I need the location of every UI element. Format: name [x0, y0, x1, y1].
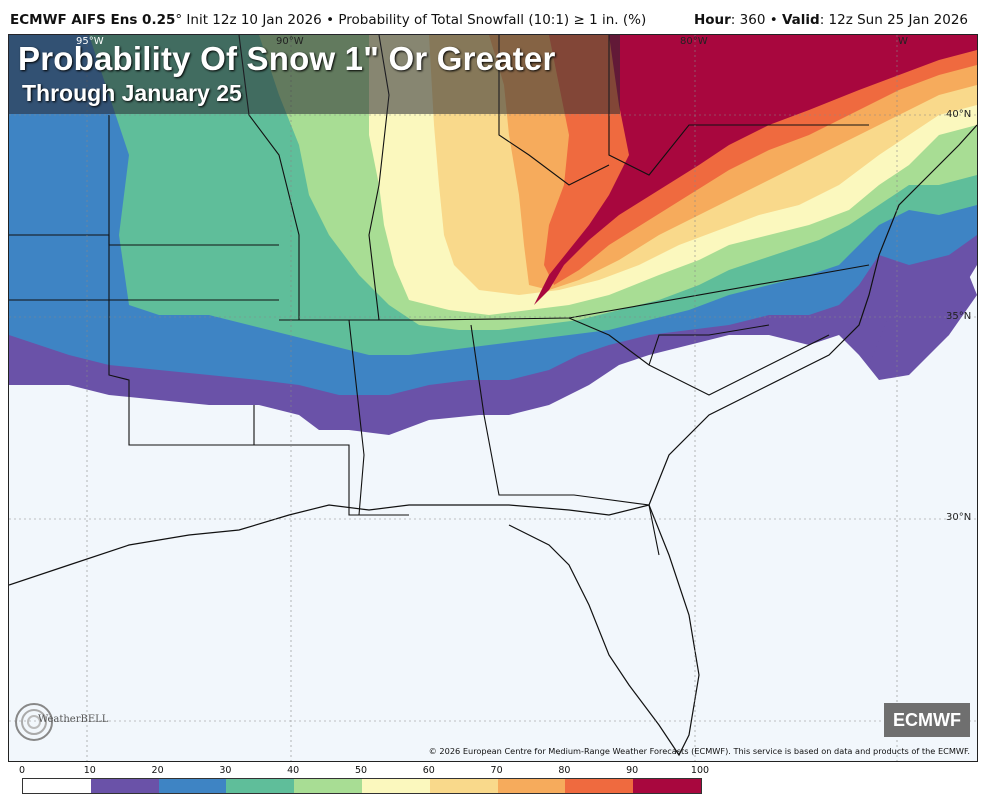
scale-tick-label: 0 — [18, 765, 26, 776]
lat-label-40: 40°N — [946, 109, 972, 120]
scale-segment — [361, 779, 430, 793]
model-name: ECMWF AIFS Ens 0.25 — [10, 12, 176, 28]
color-scale: 0 10 20 30 40 50 60 70 80 90 100 — [18, 765, 709, 797]
map-header: ECMWF AIFS Ens 0.25° Init 12z 10 Jan 202… — [0, 0, 984, 34]
product-name: Probability of Total Snowfall (10:1) ≥ 1… — [338, 12, 647, 28]
scale-segment — [158, 779, 227, 793]
lon-label-90: 90°W — [276, 36, 304, 47]
hour-value: : 360 • — [730, 12, 782, 28]
scale-tick-label: 20 — [151, 765, 164, 776]
hour-label: Hour — [693, 12, 731, 28]
lat-label-30: 30°N — [946, 512, 972, 523]
scale-tick-label: 70 — [490, 765, 503, 776]
swirl-icon — [15, 703, 53, 741]
scale-segment — [497, 779, 566, 793]
scale-segment — [90, 779, 159, 793]
map-title: Probability Of Snow 1" Or Greater — [18, 40, 556, 77]
degree-sign: ° — [175, 12, 183, 28]
scale-segment — [23, 779, 91, 793]
map-subtitle: Through January 25 — [22, 80, 242, 106]
scale-segment — [226, 779, 295, 793]
scale-ticks: 0 10 20 30 40 50 60 70 80 90 100 — [18, 765, 709, 777]
scale-bar — [22, 778, 702, 794]
scale-tick-label: 50 — [354, 765, 368, 776]
scale-tick-label: 30 — [219, 765, 232, 776]
lat-label-35: 35°N — [946, 311, 972, 322]
map-canvas[interactable] — [8, 34, 978, 762]
header-left: ECMWF AIFS Ens 0.25° Init 12z 10 Jan 202… — [10, 12, 646, 28]
scale-segment — [429, 779, 498, 793]
scale-segment — [633, 779, 701, 793]
lon-label-95: 95°W — [76, 36, 104, 47]
valid-label: Valid — [781, 12, 820, 28]
snow-probability-map — [9, 35, 977, 761]
logo-text: WeatherBELL — [38, 714, 109, 725]
weatherbell-logo: WeatherBELL — [12, 698, 122, 746]
init-time: Init 12z 10 Jan 2026 — [182, 12, 322, 28]
scale-tick-label: 100 — [690, 765, 710, 776]
ecmwf-badge: ECMWF — [884, 703, 970, 737]
scale-tick-label: 80 — [558, 765, 571, 776]
scale-tick-label: 40 — [287, 765, 300, 776]
header-right: Hour: 360 • Valid: 12z Sun 25 Jan 2026 — [694, 12, 968, 28]
lon-label-80: 80°W — [680, 36, 708, 47]
scale-tick-label: 90 — [626, 765, 639, 776]
scale-tick-label: 60 — [422, 765, 435, 776]
valid-value: : 12z Sun 25 Jan 2026 — [819, 12, 968, 28]
title-overlay — [8, 34, 620, 114]
scale-tick-label: 10 — [83, 765, 96, 776]
bullet: • — [321, 12, 339, 28]
scale-segment — [294, 779, 362, 793]
copyright-text: © 2026 European Centre for Medium-Range … — [428, 746, 970, 756]
lon-label-75: W — [898, 36, 908, 47]
scale-segment — [565, 779, 634, 793]
